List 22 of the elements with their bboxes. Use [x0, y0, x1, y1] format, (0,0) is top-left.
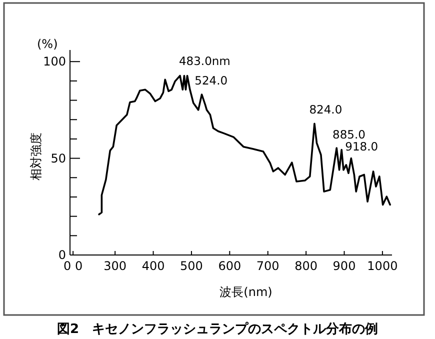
x-tick-label: 0 0 — [64, 259, 83, 273]
x-tick-label: 700 — [256, 259, 280, 273]
x-tick-label: 800 — [294, 259, 318, 273]
y-tick-label: 50 — [50, 151, 66, 166]
x-tick-label: 600 — [218, 259, 242, 273]
line-series — [98, 74, 391, 216]
x-axis-title: 波長(nm) — [220, 285, 272, 299]
y-tick-label: 100 — [43, 54, 66, 69]
annotation: 918.0 — [345, 140, 378, 154]
text: 図2 キセノンフラッシュランプのスペクトル分布の例 — [56, 321, 378, 337]
y-tick-label: 0 — [58, 248, 66, 262]
x-tick-label: 500 — [180, 259, 203, 273]
text: (%) — [37, 37, 58, 51]
annotation: 885.0 — [332, 128, 366, 142]
x-tick-label: 1000 — [367, 259, 398, 273]
annotation: 824.0 — [309, 102, 342, 116]
y-axis-title: 相対強度 — [29, 132, 43, 180]
x-tick-label: 900 — [332, 259, 356, 273]
x-tick-label: 400 — [142, 259, 165, 273]
annotation: 524.0 — [194, 73, 228, 88]
annotation: 483.0nm — [178, 54, 230, 68]
x-tick-label: 300 — [104, 259, 127, 273]
